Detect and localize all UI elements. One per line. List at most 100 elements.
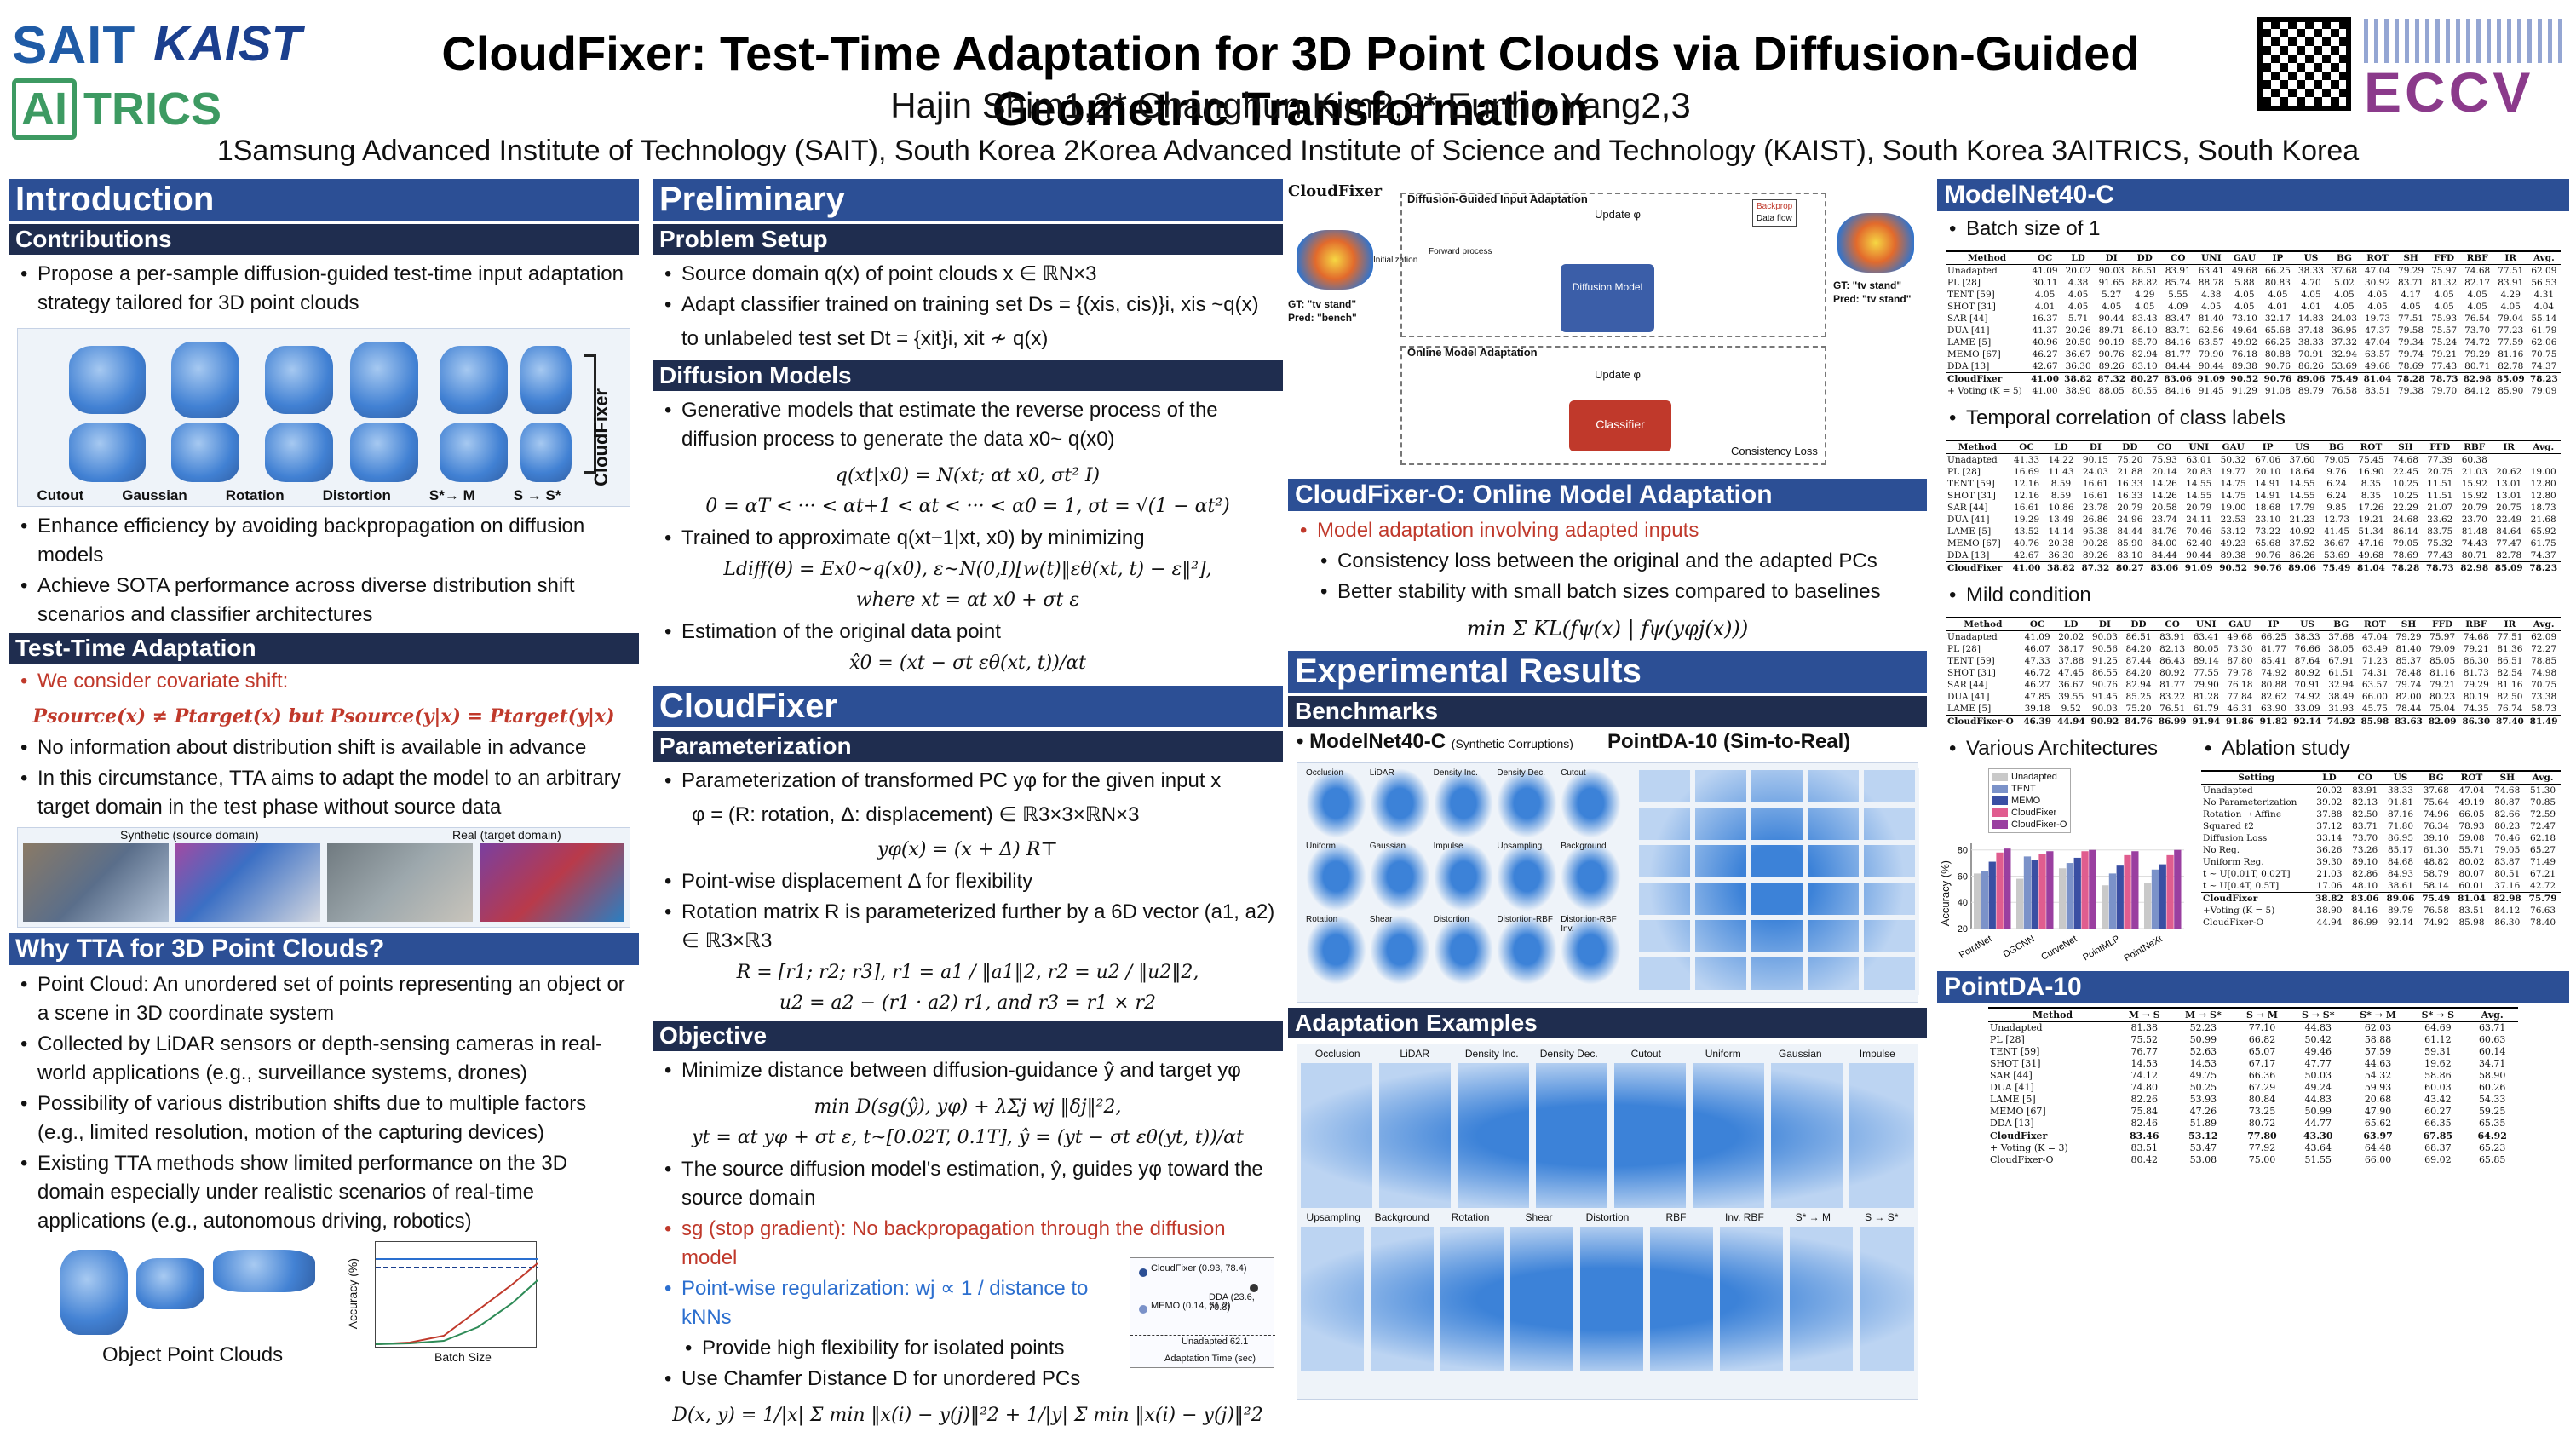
table-cell: 79.04 (2498, 313, 2524, 324)
object-point-clouds-figure: Object Point Clouds Batch Size Accuracy … (9, 1241, 639, 1369)
table-cell: 77.47 (2496, 538, 2522, 549)
section-title-cloudfixer: CloudFixer (653, 686, 1283, 727)
table-cell: 16.61 (2082, 479, 2108, 489)
table-cell: 91.09 (2194, 372, 2228, 385)
table-cell: 74.68 (2494, 785, 2521, 796)
table-cell: 84.00 (2151, 538, 2177, 549)
table-cell: 65.27 (2530, 845, 2556, 855)
table-row: PL [28] 75.52 50.99 66.82 50.42 58.88 61.12 60.… (1988, 1034, 2518, 1046)
table-cell: 79.05 (2494, 845, 2521, 855)
table-row: +Voting (K = 5) 38.90 84.16 89.79 76.58 83.51… (2201, 905, 2561, 917)
table-cell: 73.70 (2464, 325, 2491, 336)
table-cell: 65.85 (2478, 1154, 2506, 1165)
legend-swatch (1992, 820, 2008, 830)
bar (2151, 869, 2159, 929)
table-row: MEMO [67] 75.84 47.26 73.25 50.99 47.90 60.27 5… (1988, 1106, 2518, 1118)
table-cell: 73.70 (2352, 833, 2378, 843)
bar (2159, 864, 2166, 929)
table-cell: 63.71 (2478, 1022, 2506, 1033)
table-cell: 74.98 (2531, 668, 2557, 678)
table-cell: Rotation → Affine (2203, 809, 2282, 819)
table-header-cell: FFD (2423, 440, 2458, 454)
table-cell: 58.86 (2424, 1070, 2452, 1081)
table-row: SAR [44] 16.61 10.86 23.78 20.79 20.58 20.79 19… (1946, 502, 2561, 514)
label-gaussian: Gaussian (122, 487, 187, 503)
aitrics-logo-text: TRICS (83, 83, 221, 135)
objective-point-5: Use Chamfer Distance D for unordered PCs (658, 1365, 1107, 1394)
temporal-table-wrap: Method OC LD DI DD CO UNI GAU IP US BG ROT SH FFD RBF I… (1937, 436, 2569, 578)
adaptation-row-bottom: Upsampling Background Rotation Shear Dis… (1297, 1208, 1918, 1227)
table-cell: 41.00 (2009, 561, 2044, 574)
table-cell: 63.90 (2260, 704, 2287, 714)
table-cell: 77.43 (2427, 550, 2453, 561)
table-cell: 80.02 (2458, 857, 2485, 867)
ae-label-gaussian: Gaussian (1778, 1048, 1822, 1060)
table-cell: 21.03 (2461, 467, 2487, 477)
table-cell: 49.75 (2189, 1070, 2217, 1081)
table-cell: 83.22 (2159, 692, 2186, 702)
subsection-title-problem-setup: Problem Setup (653, 224, 1283, 255)
table-cell: 49.68 (2358, 550, 2384, 561)
section-title-cloudfixer-o: CloudFixer-O: Online Model Adaptation (1288, 479, 1927, 511)
table-cell: 60.63 (2478, 1034, 2506, 1045)
input-gt-label: GT: "tv stand" (1288, 298, 1357, 310)
table-cell: 66.00 (2364, 1154, 2392, 1165)
table-cell: 86.10 (2131, 325, 2158, 336)
table-cell: 14.55 (2289, 491, 2315, 501)
y-tick-label: 80 (1958, 846, 1968, 856)
table-cell: 47.04 (2365, 337, 2391, 348)
table-cell: 21.03 (2316, 869, 2343, 879)
table-cell: 68.37 (2424, 1142, 2452, 1153)
table-cell: 16.90 (2358, 467, 2384, 477)
table-cell: 77.84 (2227, 692, 2253, 702)
contribution-2: Enhance efficiency by avoiding backpropa… (14, 512, 634, 570)
table-cell: 76.51 (2159, 704, 2186, 714)
qr-code[interactable] (2257, 17, 2351, 111)
table-cell: 36.95 (2331, 325, 2358, 336)
bar (1996, 852, 2004, 929)
table-cell: 24.11 (2186, 515, 2212, 525)
table-cell: 49.92 (2231, 337, 2257, 348)
table-cell: 47.90 (2364, 1106, 2392, 1117)
scatter-label-unadapted: Unadapted 62.1 (1182, 1337, 1249, 1347)
table-header-cell: OC (2009, 440, 2044, 454)
table-cell: 84.76 (2151, 526, 2177, 537)
table-cell: 15.92 (2461, 479, 2487, 489)
table-header-cell: IP (2261, 250, 2295, 265)
table-cell: 85.05 (2429, 656, 2456, 666)
table-cell: 75.52 (2130, 1034, 2159, 1045)
table-row: DUA [41] 41.37 20.26 89.71 86.10 83.71 62.56 49… (1946, 325, 2561, 336)
eccv-logo-word: ECCV (2364, 60, 2534, 124)
table-cell: 39.30 (2316, 857, 2343, 867)
table-cell: 73.30 (2227, 644, 2253, 654)
cfo-point-3: Better stability with small batch sizes … (1314, 578, 1922, 607)
diffusion-loss-eq: Ldiff(θ) = Ex0~q(x0), ε~N(0,I)[w(t)‖εθ(x… (723, 559, 1212, 580)
table-cell: 70.46 (2186, 526, 2212, 537)
table-cell: 65.23 (2478, 1142, 2506, 1153)
table-cell: 76.77 (2130, 1046, 2159, 1057)
diagram-title: CloudFixer (1288, 182, 1383, 200)
table-cell: 90.76 (2264, 361, 2291, 371)
scatter-point-cloudfixer (1139, 1268, 1147, 1277)
adaptation-images-bottom (1301, 1227, 1914, 1371)
table-cell: 79.29 (2395, 632, 2422, 642)
table-cell: 36.30 (2065, 361, 2091, 371)
table-header-cell: CO (2347, 770, 2383, 785)
table-cell: 37.12 (2316, 821, 2343, 831)
table-cell: 6.24 (2326, 479, 2347, 489)
ae-label-s-s-star: S → S* (1865, 1211, 1899, 1223)
table-cell: 83.71 (2165, 325, 2191, 336)
table-cell: No Reg. (2203, 845, 2240, 855)
covariate-shift-equation: Psource(x) ≠ Ptarget(x) but Psource(y|x)… (32, 705, 615, 727)
table-cell: 81.16 (2497, 680, 2523, 690)
table-cell: 86.26 (2289, 550, 2315, 561)
table-cell: 87.80 (2227, 656, 2253, 666)
table-cell: 50.32 (2220, 455, 2246, 465)
table-cell: 74.80 (2130, 1082, 2159, 1093)
table-cell: 62.40 (2186, 538, 2212, 549)
table-header-cell: Avg. (2525, 770, 2561, 785)
mnc-distortion: Distortion (1433, 915, 1494, 985)
table-header-cell: M → S* (2171, 1007, 2235, 1022)
table-cell: 79.21 (2463, 644, 2489, 654)
table-cell: 54.33 (2478, 1094, 2506, 1105)
